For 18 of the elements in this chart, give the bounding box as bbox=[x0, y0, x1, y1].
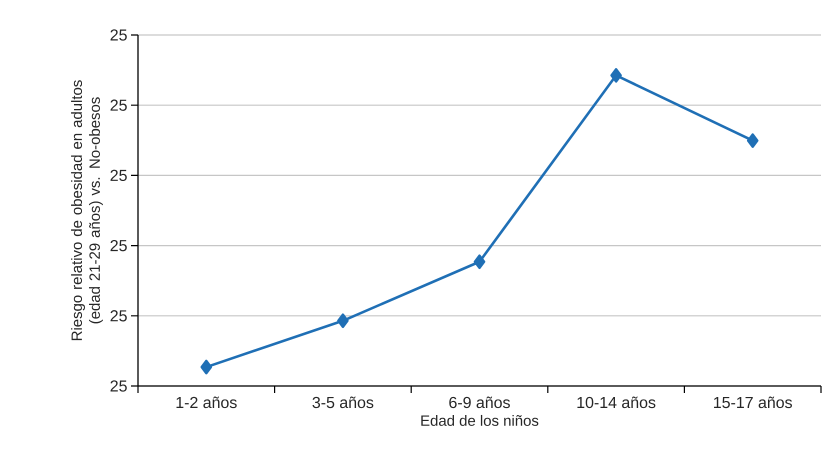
text: 25 bbox=[110, 29, 127, 41]
text: 25 bbox=[110, 100, 127, 111]
text: 25 bbox=[110, 170, 127, 182]
y-axis-title: Riesgo relativo de obesidad en adultos (edad 21-29 años) vs. No-obesos bbox=[71, 80, 103, 340]
point bbox=[200, 360, 212, 374]
x-axis-title: Edad de los niños bbox=[421, 414, 538, 426]
x-tick-label: 15-17 años bbox=[714, 396, 792, 408]
x-tick-label: 6-9 años bbox=[449, 396, 510, 408]
point bbox=[746, 133, 759, 148]
point bbox=[337, 313, 349, 328]
text: 25 bbox=[110, 310, 127, 322]
text: 25 bbox=[110, 380, 127, 392]
x-tick-label: 10-14 años bbox=[577, 396, 656, 408]
point bbox=[474, 254, 486, 270]
x-tick-label: 1-2 años bbox=[176, 396, 237, 408]
text: 25 bbox=[110, 240, 127, 252]
point bbox=[610, 68, 622, 83]
x-tick-label: 3-5 años bbox=[312, 396, 374, 408]
